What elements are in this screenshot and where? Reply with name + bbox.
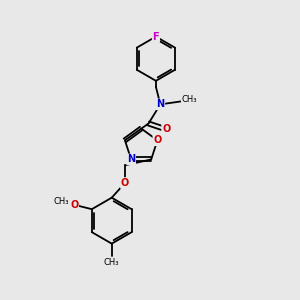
- Text: N: N: [156, 99, 164, 110]
- Text: CH₃: CH₃: [53, 197, 69, 206]
- Text: O: O: [153, 135, 161, 145]
- Text: O: O: [162, 124, 170, 134]
- Text: F: F: [153, 32, 159, 42]
- Text: CH₃: CH₃: [182, 95, 197, 104]
- Text: O: O: [70, 200, 78, 210]
- Text: N: N: [127, 154, 135, 164]
- Text: CH₃: CH₃: [104, 258, 119, 267]
- Text: O: O: [121, 178, 129, 188]
